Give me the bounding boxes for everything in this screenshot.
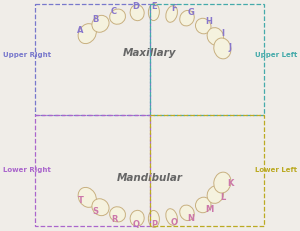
Ellipse shape xyxy=(78,187,96,207)
Ellipse shape xyxy=(45,0,255,123)
Ellipse shape xyxy=(214,38,231,59)
Text: E: E xyxy=(152,2,157,11)
Text: Q: Q xyxy=(132,220,139,229)
Ellipse shape xyxy=(180,205,194,221)
Ellipse shape xyxy=(130,5,144,21)
Wedge shape xyxy=(45,58,255,163)
Text: S: S xyxy=(92,207,98,216)
Text: F: F xyxy=(171,4,177,13)
Bar xyxy=(35,4,150,115)
Ellipse shape xyxy=(78,24,96,44)
Ellipse shape xyxy=(85,133,215,213)
Text: O: O xyxy=(170,218,178,227)
Text: G: G xyxy=(188,9,194,18)
Text: Lower Right: Lower Right xyxy=(3,167,51,173)
Ellipse shape xyxy=(196,18,211,34)
Bar xyxy=(150,115,264,226)
Text: D: D xyxy=(132,2,139,11)
Ellipse shape xyxy=(110,207,125,222)
Ellipse shape xyxy=(196,197,211,213)
Text: P: P xyxy=(151,220,158,229)
Text: H: H xyxy=(206,17,212,26)
Ellipse shape xyxy=(214,172,231,193)
Text: C: C xyxy=(111,7,117,16)
Ellipse shape xyxy=(130,210,144,226)
Ellipse shape xyxy=(92,199,109,216)
Text: T: T xyxy=(77,196,83,205)
Text: K: K xyxy=(227,179,233,188)
Ellipse shape xyxy=(180,10,194,26)
Text: Upper Left: Upper Left xyxy=(255,52,297,58)
Ellipse shape xyxy=(207,186,224,203)
Text: A: A xyxy=(77,26,84,35)
Text: R: R xyxy=(111,215,117,224)
Text: B: B xyxy=(92,15,98,24)
Bar xyxy=(35,115,150,226)
Ellipse shape xyxy=(85,18,215,98)
Ellipse shape xyxy=(92,15,109,32)
Ellipse shape xyxy=(166,209,178,225)
Text: I: I xyxy=(221,29,224,38)
Ellipse shape xyxy=(148,210,159,228)
Text: Mandibular: Mandibular xyxy=(117,173,183,183)
Bar xyxy=(150,4,264,115)
Text: N: N xyxy=(188,213,194,222)
Text: Maxillary: Maxillary xyxy=(123,48,177,58)
Text: L: L xyxy=(220,193,225,202)
Text: Lower Left: Lower Left xyxy=(255,167,297,173)
Ellipse shape xyxy=(166,6,178,22)
Ellipse shape xyxy=(207,28,224,45)
Ellipse shape xyxy=(45,108,255,231)
Text: M: M xyxy=(205,205,213,214)
Ellipse shape xyxy=(110,9,125,24)
Bar xyxy=(0,58,300,231)
Bar xyxy=(0,0,300,173)
Ellipse shape xyxy=(148,3,159,21)
Text: Upper Right: Upper Right xyxy=(3,52,51,58)
Text: J: J xyxy=(229,43,232,52)
